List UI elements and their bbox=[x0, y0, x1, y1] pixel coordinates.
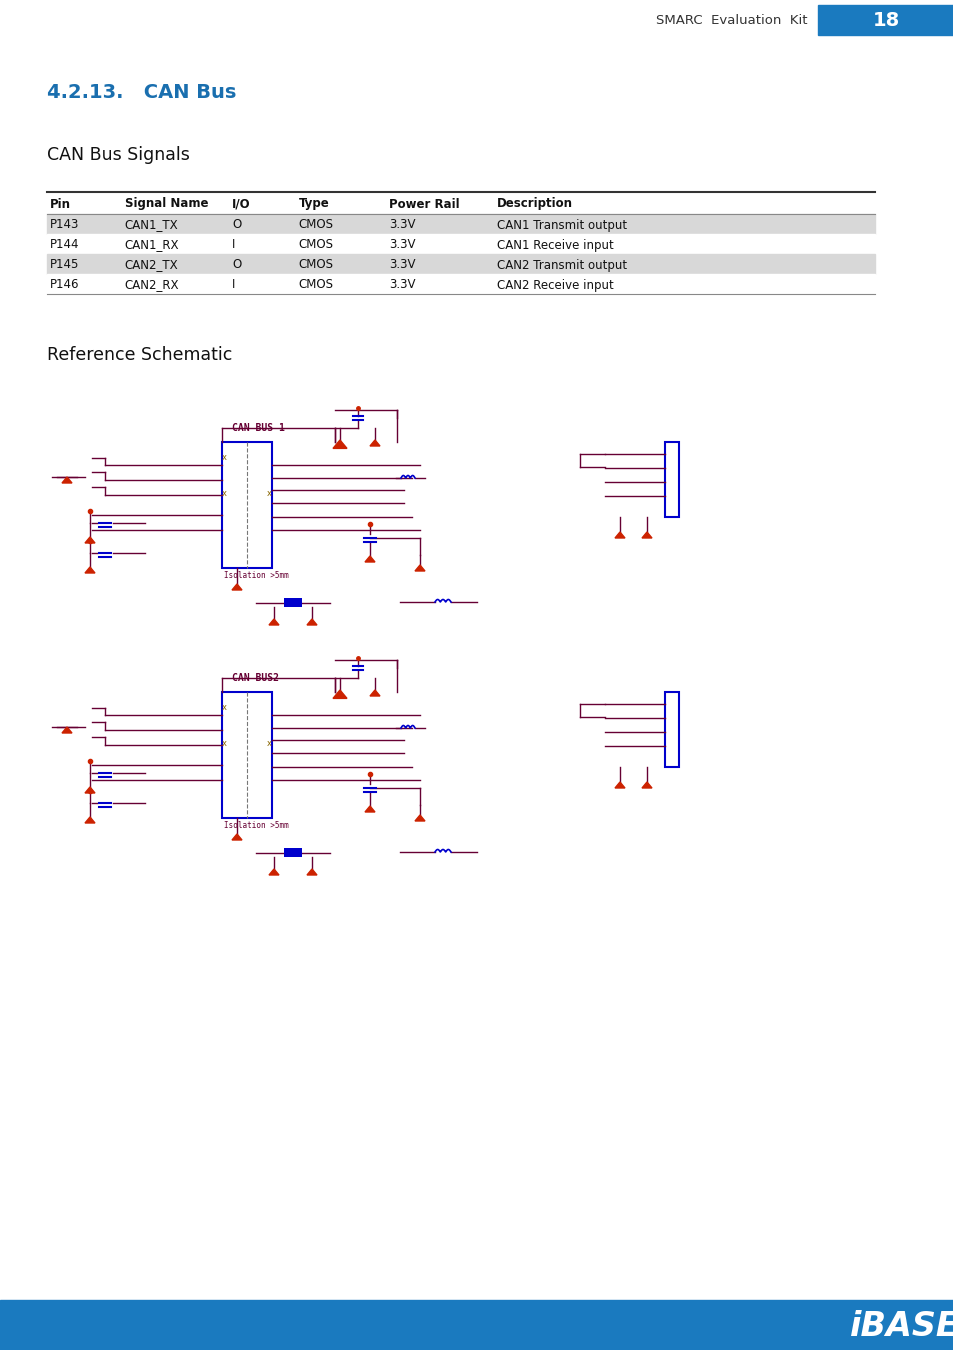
Bar bbox=[284, 598, 302, 608]
Text: CAN1_RX: CAN1_RX bbox=[125, 239, 179, 251]
Polygon shape bbox=[415, 815, 424, 821]
Bar bbox=[47, 215, 874, 234]
Text: CAN Bus Signals: CAN Bus Signals bbox=[47, 146, 190, 163]
Polygon shape bbox=[85, 817, 95, 824]
Polygon shape bbox=[232, 585, 242, 590]
Text: CAN1_TX: CAN1_TX bbox=[125, 219, 178, 231]
Text: x: x bbox=[221, 703, 226, 713]
Text: Pin: Pin bbox=[50, 197, 71, 211]
Polygon shape bbox=[615, 782, 624, 788]
Text: x: x bbox=[266, 490, 272, 498]
Polygon shape bbox=[307, 869, 316, 875]
Text: CMOS: CMOS bbox=[298, 239, 333, 251]
Text: CAN BUS 1: CAN BUS 1 bbox=[232, 423, 285, 433]
Polygon shape bbox=[269, 869, 278, 875]
Text: 4.2.13.   CAN Bus: 4.2.13. CAN Bus bbox=[47, 84, 236, 103]
Text: CAN2_RX: CAN2_RX bbox=[125, 278, 179, 292]
Text: SMARC  Evaluation  Kit: SMARC Evaluation Kit bbox=[656, 14, 807, 27]
Polygon shape bbox=[370, 690, 379, 697]
Text: CMOS: CMOS bbox=[298, 219, 333, 231]
Polygon shape bbox=[62, 477, 71, 483]
Text: Isolation >5mm: Isolation >5mm bbox=[224, 821, 289, 830]
Text: O: O bbox=[232, 258, 241, 271]
Text: 3.3V: 3.3V bbox=[389, 258, 416, 271]
Polygon shape bbox=[85, 537, 95, 543]
Text: Signal Name: Signal Name bbox=[125, 197, 208, 211]
Polygon shape bbox=[62, 728, 71, 733]
Text: Power Rail: Power Rail bbox=[389, 197, 459, 211]
Bar bbox=[664, 441, 679, 517]
Text: 3.3V: 3.3V bbox=[389, 239, 416, 251]
Text: Reference Schematic: Reference Schematic bbox=[47, 346, 233, 365]
Text: Description: Description bbox=[497, 197, 573, 211]
Polygon shape bbox=[365, 806, 375, 811]
Polygon shape bbox=[641, 782, 651, 788]
Text: P146: P146 bbox=[50, 278, 79, 292]
Text: CAN2 Receive input: CAN2 Receive input bbox=[497, 278, 613, 292]
Polygon shape bbox=[85, 567, 95, 572]
Polygon shape bbox=[365, 556, 375, 562]
Polygon shape bbox=[370, 440, 379, 446]
Text: x: x bbox=[221, 490, 226, 498]
Bar bbox=[47, 254, 874, 274]
Text: CMOS: CMOS bbox=[298, 278, 333, 292]
Text: Isolation >5mm: Isolation >5mm bbox=[224, 571, 289, 580]
Polygon shape bbox=[333, 690, 347, 698]
Text: P143: P143 bbox=[50, 219, 79, 231]
Bar bbox=[222, 441, 272, 568]
Bar bbox=[817, 5, 953, 35]
Text: Type: Type bbox=[298, 197, 329, 211]
Text: x: x bbox=[221, 454, 226, 463]
Text: O: O bbox=[232, 219, 241, 231]
Bar bbox=[284, 848, 302, 857]
Bar bbox=[222, 693, 272, 818]
Polygon shape bbox=[232, 834, 242, 840]
Text: x: x bbox=[266, 740, 272, 748]
Text: iBASE: iBASE bbox=[849, 1310, 953, 1342]
Bar bbox=[47, 234, 874, 254]
Text: P145: P145 bbox=[50, 258, 79, 271]
Polygon shape bbox=[415, 566, 424, 571]
Text: P144: P144 bbox=[50, 239, 79, 251]
Text: CMOS: CMOS bbox=[298, 258, 333, 271]
Text: CAN2 Transmit output: CAN2 Transmit output bbox=[497, 258, 626, 271]
Polygon shape bbox=[615, 532, 624, 539]
Text: CAN1 Transmit output: CAN1 Transmit output bbox=[497, 219, 626, 231]
Text: 3.3V: 3.3V bbox=[389, 278, 416, 292]
Text: 18: 18 bbox=[871, 11, 899, 30]
Bar bbox=[0, 1300, 953, 1350]
Text: I: I bbox=[232, 239, 235, 251]
Text: CAN BUS2: CAN BUS2 bbox=[232, 674, 278, 683]
Text: x: x bbox=[221, 740, 226, 748]
Polygon shape bbox=[269, 620, 278, 625]
Bar bbox=[664, 693, 679, 767]
Polygon shape bbox=[333, 440, 347, 448]
Text: I/O: I/O bbox=[232, 197, 251, 211]
Polygon shape bbox=[307, 620, 316, 625]
Polygon shape bbox=[641, 532, 651, 539]
Text: CAN1 Receive input: CAN1 Receive input bbox=[497, 239, 613, 251]
Polygon shape bbox=[85, 787, 95, 792]
Text: 3.3V: 3.3V bbox=[389, 219, 416, 231]
Text: I: I bbox=[232, 278, 235, 292]
Text: CAN2_TX: CAN2_TX bbox=[125, 258, 178, 271]
Bar bbox=[47, 274, 874, 294]
